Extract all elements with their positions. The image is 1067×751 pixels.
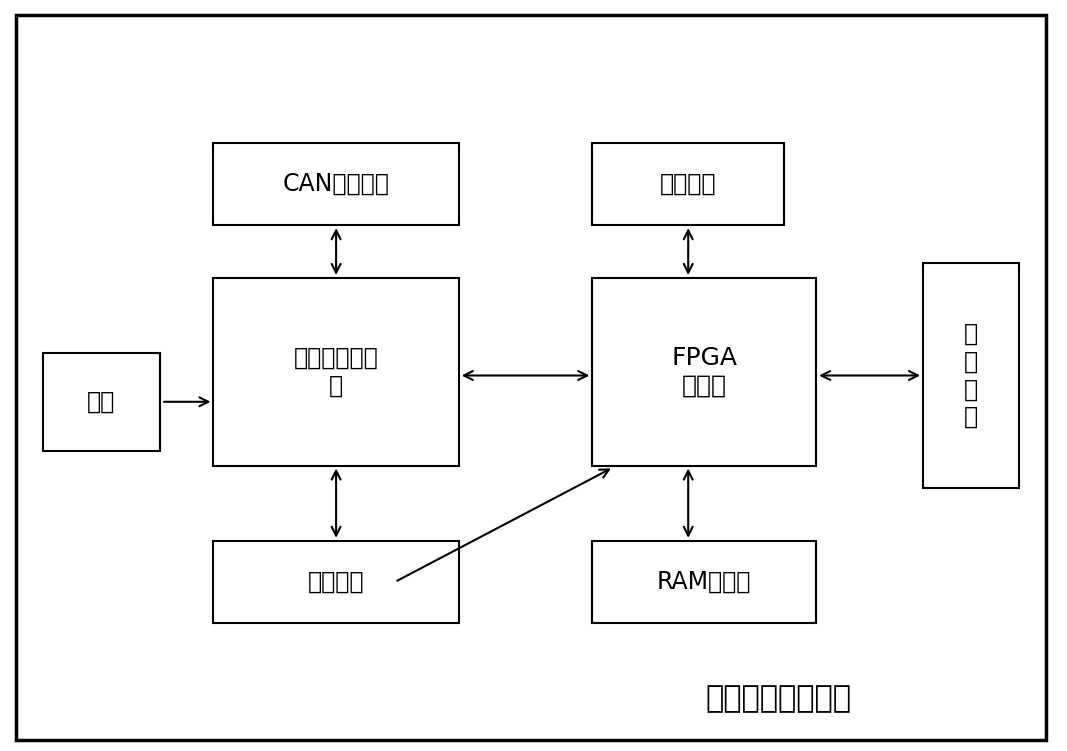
FancyArrowPatch shape <box>397 469 609 581</box>
Bar <box>592 143 784 225</box>
Text: 调
度
网
口: 调 度 网 口 <box>964 321 978 430</box>
Bar <box>213 541 459 623</box>
FancyArrowPatch shape <box>464 371 587 380</box>
FancyArrowPatch shape <box>684 231 692 273</box>
Text: RAM存储器: RAM存储器 <box>657 570 751 594</box>
FancyArrowPatch shape <box>332 231 340 273</box>
Text: 电源模块: 电源模块 <box>308 570 364 594</box>
Bar <box>43 353 160 451</box>
Bar <box>213 143 459 225</box>
Text: CAN通讯接口: CAN通讯接口 <box>283 172 389 196</box>
FancyArrowPatch shape <box>164 397 208 406</box>
FancyArrowPatch shape <box>684 471 692 535</box>
Bar <box>213 278 459 466</box>
Bar <box>592 541 816 623</box>
Text: 浮点运算处理
器: 浮点运算处理 器 <box>293 346 379 397</box>
FancyArrowPatch shape <box>822 371 918 380</box>
Bar <box>592 278 816 466</box>
FancyArrowPatch shape <box>332 471 340 535</box>
Text: 显示模块: 显示模块 <box>660 172 716 196</box>
Bar <box>923 263 1019 488</box>
Text: FPGA
处理器: FPGA 处理器 <box>671 346 737 397</box>
Text: 按麮: 按麮 <box>87 390 115 414</box>
Text: 调峰控制主站模块: 调峰控制主站模块 <box>706 684 851 713</box>
